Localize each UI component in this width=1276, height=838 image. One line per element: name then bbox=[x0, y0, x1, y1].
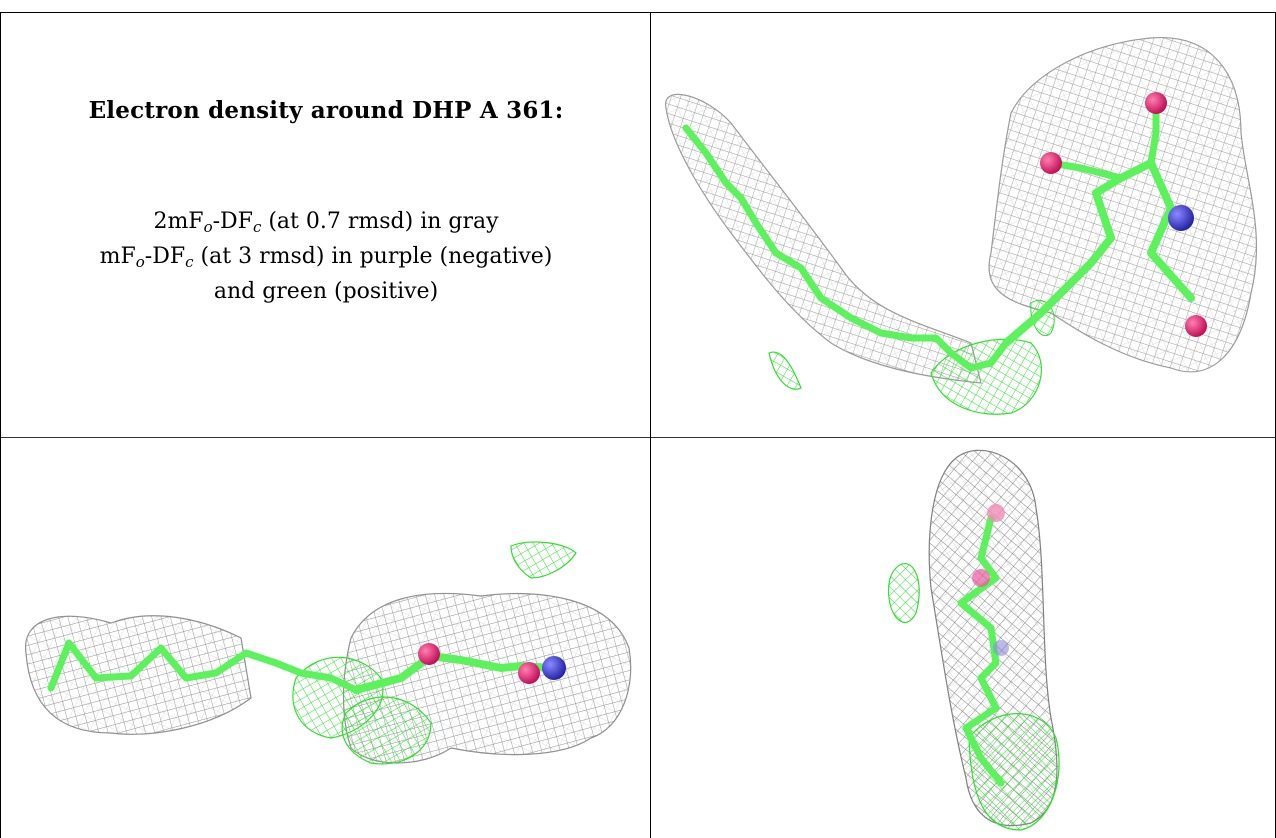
legend-text: 2mFo-DFc (at 0.7 rmsd) in gray mFo-DFc (… bbox=[1, 207, 650, 306]
density-view-bottom-left bbox=[1, 438, 650, 838]
panel-title: Electron density around DHP A 361: bbox=[88, 97, 564, 124]
oxygen-atom bbox=[972, 569, 990, 587]
green-mesh-side bbox=[887, 562, 920, 623]
legend-line-difference: mFo-DFc (at 3 rmsd) in purple (negative) bbox=[99, 244, 553, 271]
ligand-tail bbox=[682, 124, 1010, 372]
oxygen-atom bbox=[1040, 152, 1062, 174]
green-mesh-small bbox=[768, 351, 802, 390]
density-image-3 bbox=[887, 449, 1060, 831]
table-left-border bbox=[0, 12, 1, 838]
ligand-ring bbox=[1002, 159, 1195, 347]
oxygen-atom bbox=[418, 643, 440, 665]
legend-line-gray: 2mFo-DFc (at 0.7 rmsd) in gray bbox=[153, 209, 499, 236]
table-middle-border bbox=[0, 437, 1276, 438]
table-top-border bbox=[0, 12, 1276, 13]
ligand-tail bbox=[47, 639, 360, 694]
ligand-chain bbox=[957, 514, 1005, 787]
density-image-2 bbox=[25, 541, 632, 765]
density-view-top-right bbox=[651, 13, 1275, 437]
table-center-border bbox=[650, 12, 651, 838]
legend-line-positive: and green (positive) bbox=[213, 279, 439, 304]
density-view-bottom-right bbox=[651, 438, 1275, 838]
nitrogen-atom bbox=[993, 640, 1009, 656]
density-image-1 bbox=[665, 37, 1258, 415]
oxygen-atom bbox=[1145, 92, 1167, 114]
green-mesh-blob bbox=[341, 696, 432, 765]
nitrogen-atom bbox=[542, 656, 566, 680]
nitrogen-atom bbox=[1168, 205, 1194, 231]
green-mesh-top bbox=[510, 541, 577, 579]
green-mesh-bottom bbox=[968, 713, 1060, 831]
oxygen-atom bbox=[518, 662, 540, 684]
oxygen-atom bbox=[1185, 315, 1207, 337]
oxygen-atom bbox=[987, 504, 1005, 522]
caption-cell: Electron density around DHP A 361: 2mFo-… bbox=[1, 13, 650, 437]
